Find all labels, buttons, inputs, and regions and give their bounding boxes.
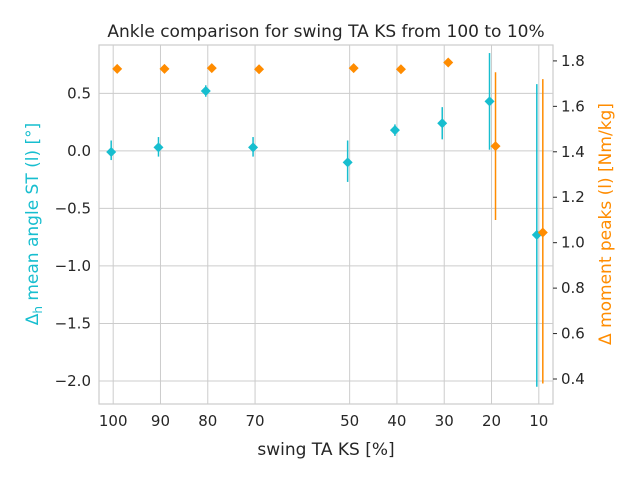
data-point-left xyxy=(106,147,117,158)
data-point-left xyxy=(437,118,448,129)
x-axis-label: swing TA KS [%] xyxy=(257,440,394,460)
tick-labels: 100 90 80 70 50 40 30 20 10 0.5 0.0 −0.5 −1.0 −1.5 −2.… xyxy=(55,52,585,430)
y-right-tick-label: 0.4 xyxy=(561,370,585,388)
y-left-tick-label: −0.5 xyxy=(55,199,91,217)
y-right-tick-label: 1.2 xyxy=(561,188,585,206)
y-right-tick-label: 1.0 xyxy=(561,234,585,252)
chart-title: Ankle comparison for swing TA KS from 10… xyxy=(107,22,544,42)
data-point-left xyxy=(248,142,259,153)
data-point-right xyxy=(159,63,170,74)
x-tick-label: 80 xyxy=(198,412,217,430)
data-point-right xyxy=(490,141,501,152)
x-tick-label: 100 xyxy=(99,412,128,430)
data-point-right xyxy=(112,63,123,74)
data-point-right xyxy=(537,227,548,238)
data-point-left xyxy=(153,142,164,153)
data-point-left xyxy=(389,125,400,136)
y-right-tick-label: 0.8 xyxy=(561,279,585,297)
y-axis-label-right: Δ moment peaks (l) [Nm/kg] xyxy=(596,103,616,345)
data-point-right xyxy=(348,63,359,74)
data-point-left xyxy=(484,96,495,107)
y-axis-label-left: Δh mean angle ST (l) [°] xyxy=(23,123,45,326)
y-right-tick-label: 1.6 xyxy=(561,97,585,115)
data-point-left xyxy=(200,86,211,97)
data-point-right xyxy=(443,57,454,68)
y-left-tick-label: −1.0 xyxy=(55,257,91,275)
y-axis-label-left-rest: mean angle ST (l) [°] xyxy=(23,123,43,306)
x-tick-label: 70 xyxy=(246,412,265,430)
x-tick-label: 90 xyxy=(151,412,170,430)
x-tick-label: 20 xyxy=(482,412,501,430)
data-point-right xyxy=(395,64,406,75)
y-right-tick-label: 1.4 xyxy=(561,143,585,161)
x-tick-label: 30 xyxy=(435,412,454,430)
data-point-right xyxy=(254,64,265,75)
y-left-tick-label: −1.5 xyxy=(55,314,91,332)
data-series xyxy=(106,53,548,387)
y-axis-label-left-subscript: h xyxy=(31,306,45,314)
data-point-left xyxy=(342,157,353,168)
y-left-tick-label: 0.5 xyxy=(67,84,91,102)
plot-frame xyxy=(98,44,554,405)
y-left-tick-label: −2.0 xyxy=(55,372,91,390)
y-right-tick-label: 1.8 xyxy=(561,52,585,70)
x-tick-label: 10 xyxy=(529,412,548,430)
y-right-tick-label: 0.6 xyxy=(561,325,585,343)
data-point-right xyxy=(206,63,217,74)
x-tick-label: 50 xyxy=(340,412,359,430)
x-tick-label: 40 xyxy=(387,412,406,430)
y-axis-label-left-prefix: Δ xyxy=(23,313,43,325)
y-left-tick-label: 0.0 xyxy=(67,142,91,160)
grid xyxy=(99,45,553,404)
